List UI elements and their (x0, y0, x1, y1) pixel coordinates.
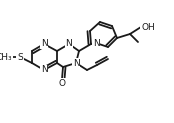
Text: N: N (66, 39, 72, 48)
Text: S: S (17, 53, 23, 62)
Text: N: N (93, 38, 99, 47)
Text: N: N (41, 39, 47, 48)
Text: OH: OH (141, 23, 155, 31)
Text: O: O (58, 79, 65, 88)
Text: N: N (73, 59, 79, 68)
Text: CH₃: CH₃ (0, 53, 12, 62)
Text: N: N (41, 66, 47, 75)
